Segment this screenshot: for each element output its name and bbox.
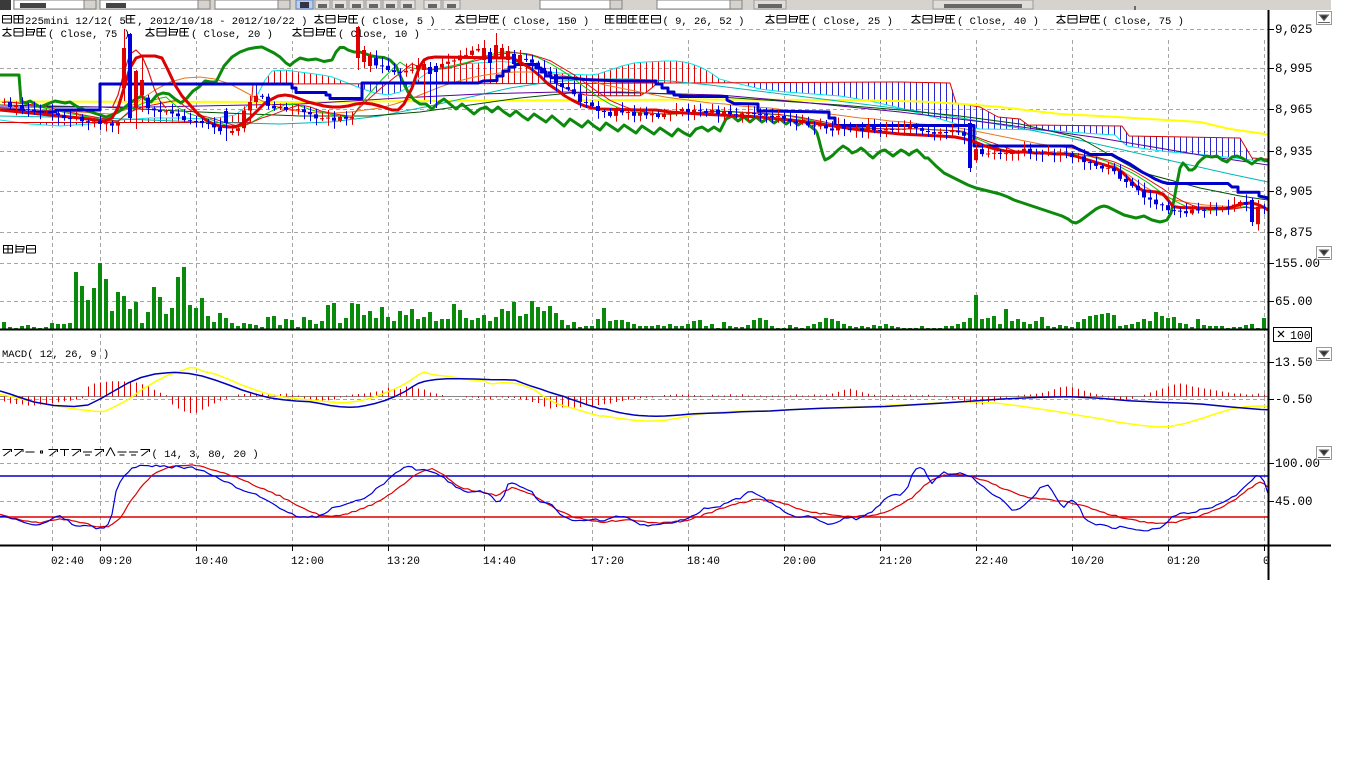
svg-text:14:40: 14:40 [483, 556, 516, 568]
svg-text:17:20: 17:20 [591, 556, 624, 568]
svg-text:( Close, 150 ): ( Close, 150 ) [501, 16, 589, 28]
svg-text:45.00: 45.00 [1275, 495, 1313, 509]
svg-text:( Close, 20 ): ( Close, 20 ) [191, 29, 273, 41]
svg-text:225mini 12/12( 5: 225mini 12/12( 5 [25, 16, 126, 28]
svg-text:( Close, 75 ): ( Close, 75 ) [1102, 16, 1184, 28]
svg-text:MACD( 12, 26, 9 ): MACD( 12, 26, 9 ) [2, 349, 109, 361]
svg-text:8,995: 8,995 [1275, 62, 1313, 76]
svg-text:8,935: 8,935 [1275, 145, 1313, 159]
svg-text:( Close, 5 ): ( Close, 5 ) [360, 16, 436, 28]
svg-text:22:40: 22:40 [975, 556, 1008, 568]
svg-text:21:20: 21:20 [879, 556, 912, 568]
svg-text:( Close, 25 ): ( Close, 25 ) [811, 16, 893, 28]
svg-text:155.00: 155.00 [1275, 257, 1320, 271]
svg-text:01:20: 01:20 [1167, 556, 1200, 568]
svg-text:20:00: 20:00 [783, 556, 816, 568]
svg-text:8,905: 8,905 [1275, 185, 1313, 199]
svg-text:9,025: 9,025 [1275, 23, 1313, 37]
svg-text:8,875: 8,875 [1275, 226, 1313, 240]
svg-text:( 9, 26, 52 ): ( 9, 26, 52 ) [663, 16, 745, 28]
svg-text:12:00: 12:00 [291, 556, 324, 568]
svg-text:( 14, 3, 80, 20 ): ( 14, 3, 80, 20 ) [152, 449, 259, 461]
svg-text:8,965: 8,965 [1275, 103, 1313, 117]
svg-text:100.00: 100.00 [1275, 457, 1320, 471]
svg-text:02:40: 02:40 [51, 556, 84, 568]
svg-text:10/20: 10/20 [1071, 556, 1104, 568]
svg-text:100: 100 [1290, 330, 1311, 343]
svg-text:13:20: 13:20 [387, 556, 420, 568]
svg-text:-0.50: -0.50 [1275, 393, 1313, 407]
svg-text:09:20: 09:20 [99, 556, 132, 568]
svg-text:( Close, 10 ): ( Close, 10 ) [338, 29, 420, 41]
svg-text:, 2012/10/18 - 2012/10/22 ): , 2012/10/18 - 2012/10/22 ) [137, 16, 307, 28]
svg-text:18:40: 18:40 [687, 556, 720, 568]
svg-text:13.50: 13.50 [1275, 356, 1313, 370]
svg-text:65.00: 65.00 [1275, 295, 1313, 309]
svg-text:( Close, 40 ): ( Close, 40 ) [957, 16, 1039, 28]
svg-text:10:40: 10:40 [195, 556, 228, 568]
svg-text:0: 0 [1263, 556, 1270, 568]
svg-text:( Close, 75 ): ( Close, 75 ) [48, 29, 130, 41]
